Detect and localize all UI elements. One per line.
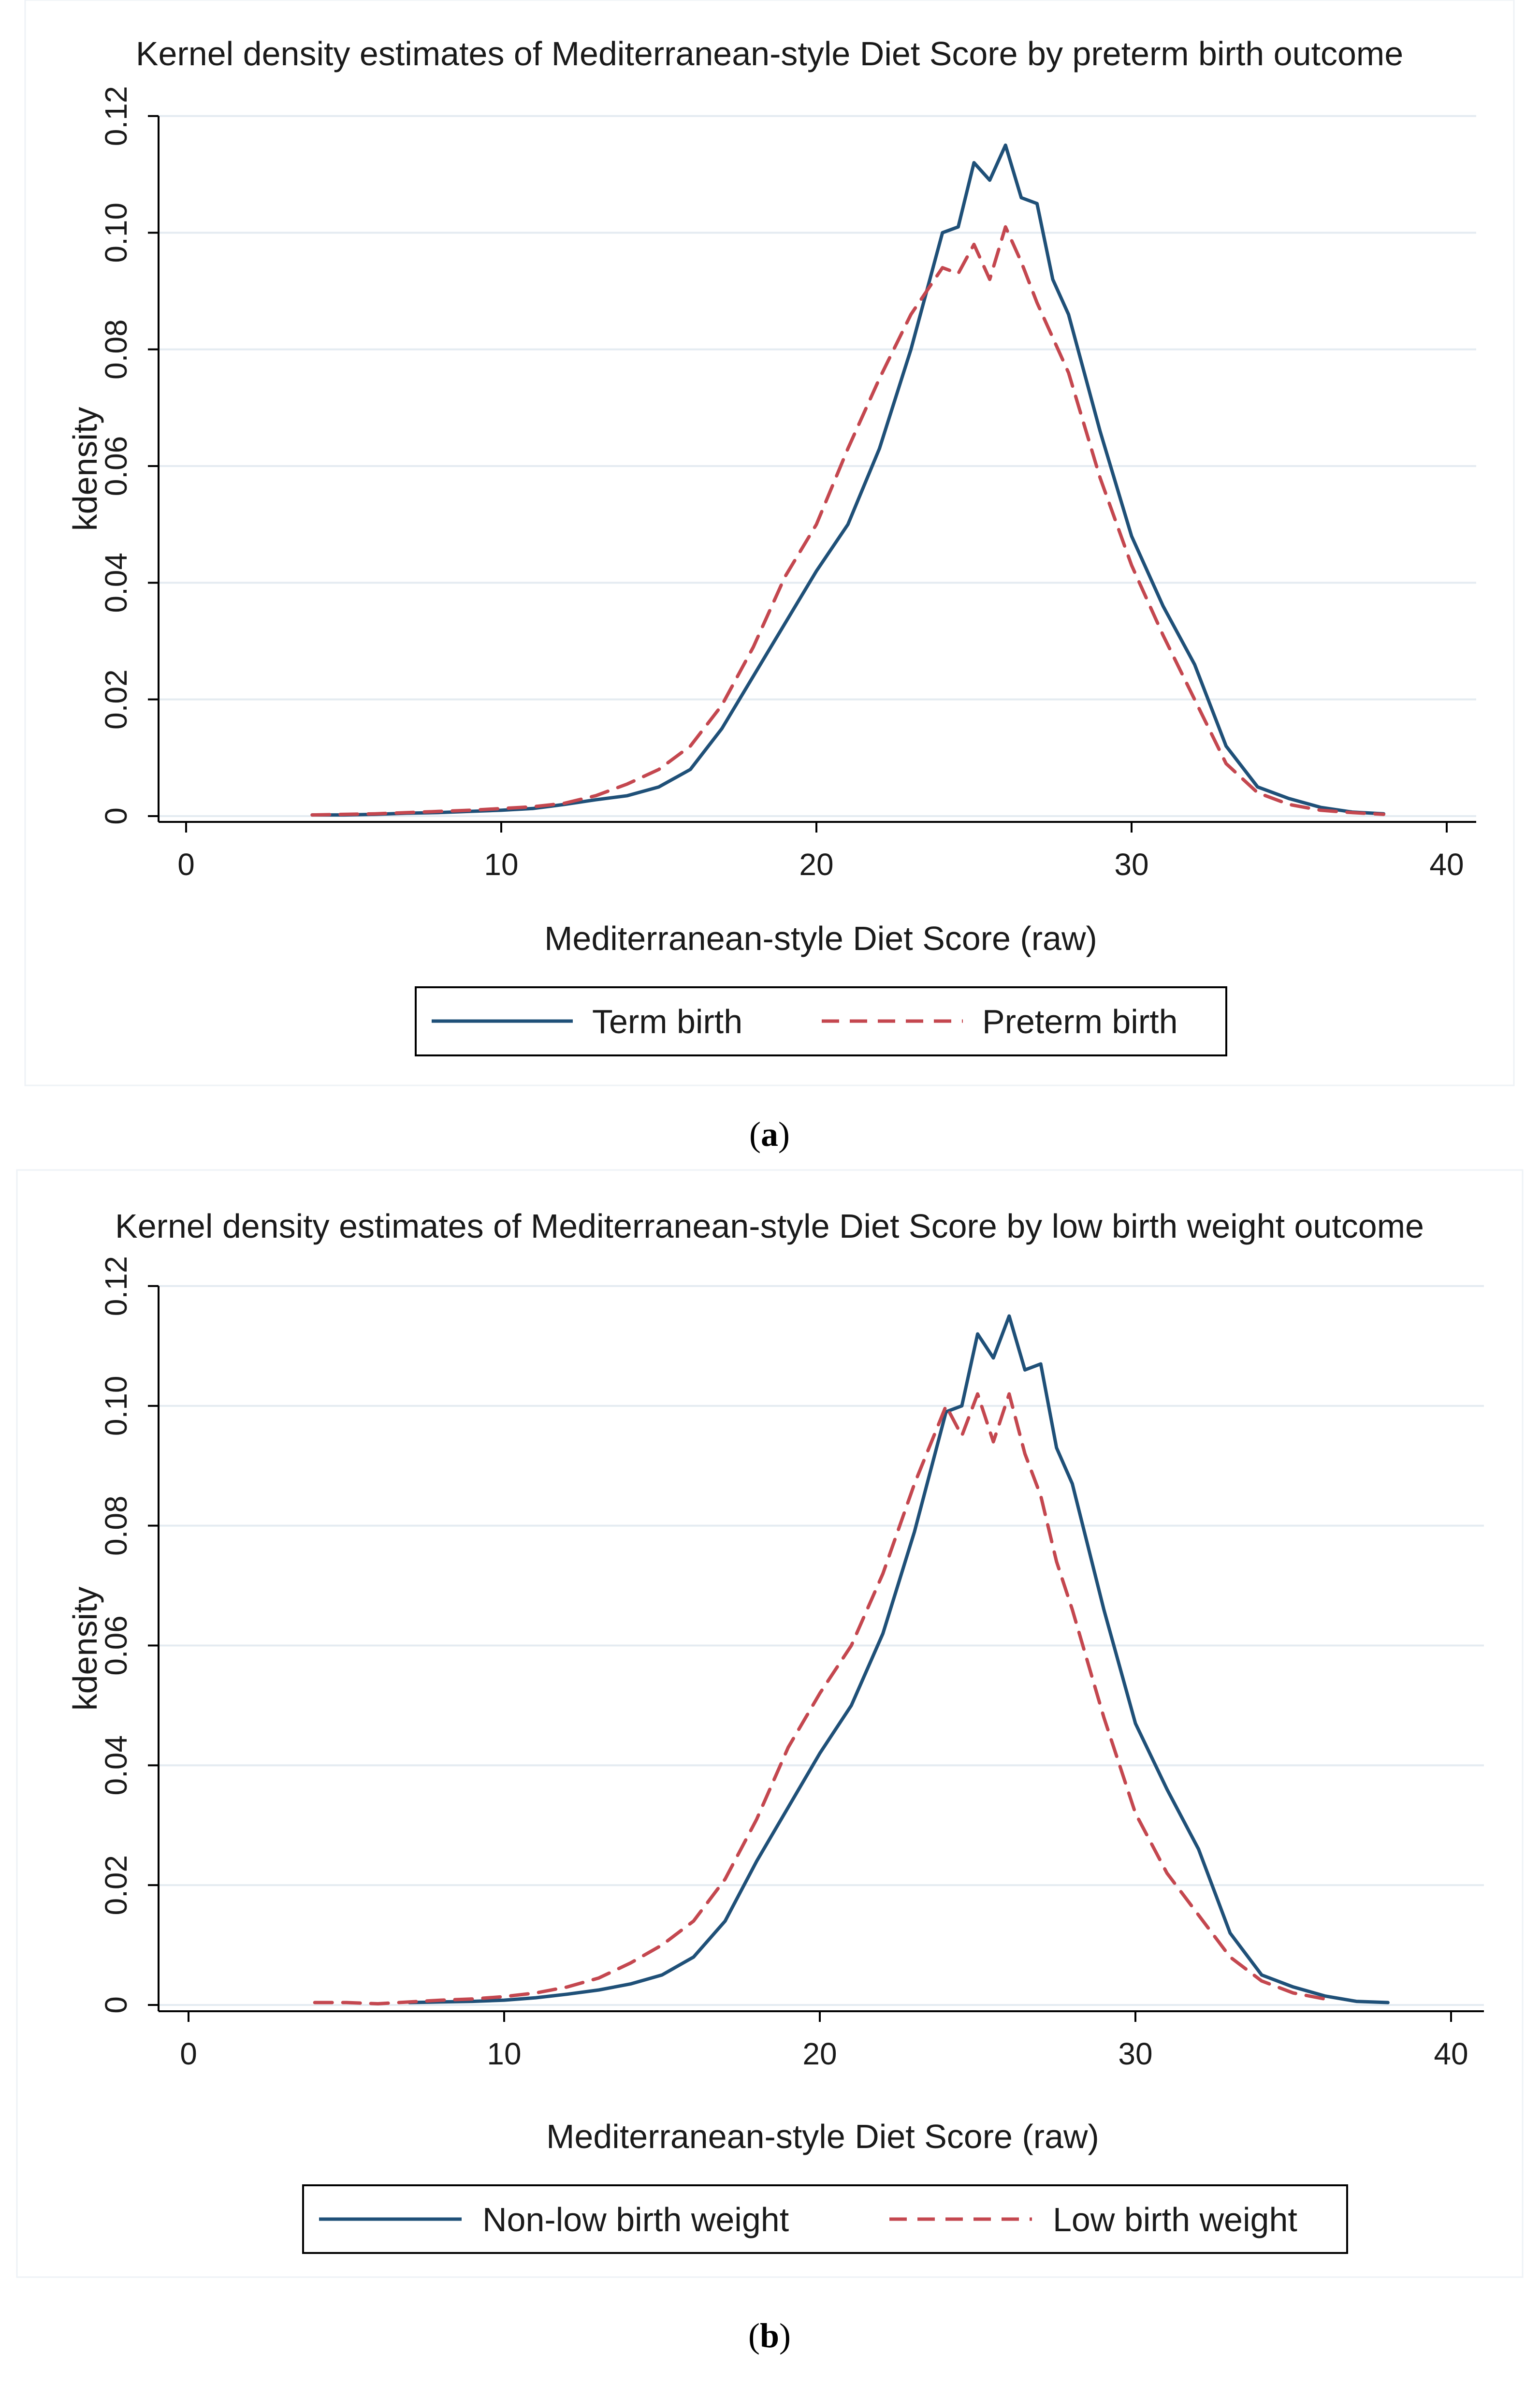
- panel-a-y-axis-label: kdensity: [66, 407, 104, 531]
- panel-a-x-ticks: 0 10 20 30 40: [177, 822, 1464, 882]
- panel-b-series-non-low-birth-weight-line: [407, 1314, 1390, 2004]
- panel-b-series: [313, 1314, 1390, 2005]
- panel-a-y-ticks: 0 0.02 0.04 0.06 0.08 0.10 0.12: [99, 86, 159, 825]
- panel-a-x-axis-label: Mediterranean-style Diet Score (raw): [544, 920, 1097, 957]
- panel-a-y-tick-label-2: 0.04: [99, 553, 133, 613]
- panel-a-y-tick-label-6: 0.12: [99, 86, 133, 146]
- panel-b-x-tick-label-0: 0: [180, 2036, 197, 2071]
- panel-a-gridlines: [159, 115, 1476, 817]
- panel-b-x-axis-label: Mediterranean-style Diet Score (raw): [546, 2118, 1099, 2155]
- panel-a-legend: Term birth Preterm birth: [415, 986, 1227, 1056]
- panel-b-x-tick-label-1: 10: [487, 2036, 521, 2071]
- panel-a-background: [24, 0, 1515, 1086]
- panel-b-caption: (b): [748, 2316, 791, 2355]
- panel-b-x-ticks: 0 10 20 30 40: [180, 2011, 1468, 2071]
- panel-b-y-tick-label-1: 0.02: [99, 1855, 133, 1916]
- panel-b-y-tick-label-4: 0.08: [99, 1495, 133, 1556]
- panel-b-legend-label-low-birth-weight: Low birth weight: [1053, 2201, 1297, 2238]
- panel-b-x-tick-label-2: 20: [802, 2036, 837, 2071]
- panel-a-legend-label-preterm-birth: Preterm birth: [982, 1003, 1178, 1040]
- panel-b-y-tick-label-0: 0: [99, 1996, 133, 2014]
- panel-b-y-tick-label-3: 0.06: [99, 1615, 133, 1676]
- panel-a-y-tick-label-4: 0.08: [99, 319, 133, 380]
- panel-b-series-low-birth-weight-line: [313, 1392, 1327, 2005]
- panel-a-title: Kernel density estimates of Mediterranea…: [136, 35, 1403, 73]
- panel-b-x-tick-label-3: 30: [1118, 2036, 1152, 2071]
- panel-a-series: [310, 143, 1386, 817]
- panel-b-caption-letter: b: [760, 2316, 779, 2355]
- panel-b-legend: Non-low birth weight Low birth weight: [302, 2184, 1348, 2254]
- panel-b-background: [16, 1169, 1524, 2278]
- panel-b-y-tick-label-6: 0.12: [99, 1256, 133, 1316]
- panel-b-y-tick-label-2: 0.04: [99, 1735, 133, 1796]
- panel-b-x-tick-label-4: 40: [1434, 2036, 1468, 2071]
- panel-b-title: Kernel density estimates of Mediterranea…: [115, 1207, 1424, 1245]
- panel-a-x-tick-label-2: 20: [799, 847, 833, 882]
- panel-b-y-ticks: 0 0.02 0.04 0.06 0.08 0.10 0.12: [99, 1256, 159, 2014]
- panel-a-x-tick-label-3: 30: [1114, 847, 1148, 882]
- panel-a-caption: (a): [749, 1115, 790, 1154]
- panel-a-y-tick-label-3: 0.06: [99, 436, 133, 497]
- panel-a-x-tick-label-4: 40: [1429, 847, 1464, 882]
- panel-b-legend-label-non-low-birth-weight: Non-low birth weight: [482, 2201, 789, 2238]
- panel-a-y-tick-label-1: 0.02: [99, 669, 133, 730]
- panel-a-series-term-birth-line: [310, 143, 1386, 817]
- panel-a-y-tick-label-0: 0: [99, 807, 133, 825]
- panel-a: Kernel density estimates of Mediterranea…: [24, 0, 1515, 1154]
- panel-b-legend-box: [302, 2184, 1348, 2254]
- panel-b-y-axis-label: kdensity: [66, 1587, 104, 1711]
- panel-b-y-tick-label-5: 0.10: [99, 1376, 133, 1436]
- panel-a-y-tick-label-5: 0.10: [99, 203, 133, 263]
- panel-a-legend-label-term-birth: Term birth: [592, 1003, 742, 1040]
- panel-a-series-preterm-birth-line: [310, 225, 1386, 817]
- panel-b: Kernel density estimates of Mediterranea…: [16, 1169, 1524, 2355]
- panel-a-x-tick-label-0: 0: [177, 847, 195, 882]
- panel-a-caption-letter: a: [761, 1115, 778, 1154]
- panel-a-x-tick-label-1: 10: [484, 847, 518, 882]
